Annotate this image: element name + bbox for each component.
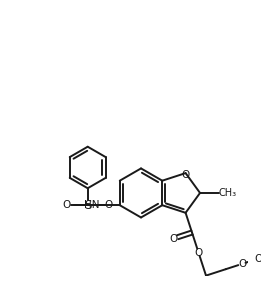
Text: HN: HN [84,200,99,210]
Text: CH₃: CH₃ [218,188,236,198]
Text: O: O [239,259,247,269]
Text: O: O [169,234,177,244]
Text: S: S [84,199,91,212]
Text: O: O [104,200,112,210]
Text: O: O [181,170,190,180]
Text: O: O [195,248,203,258]
Text: O: O [63,200,71,210]
Text: O: O [254,254,261,264]
